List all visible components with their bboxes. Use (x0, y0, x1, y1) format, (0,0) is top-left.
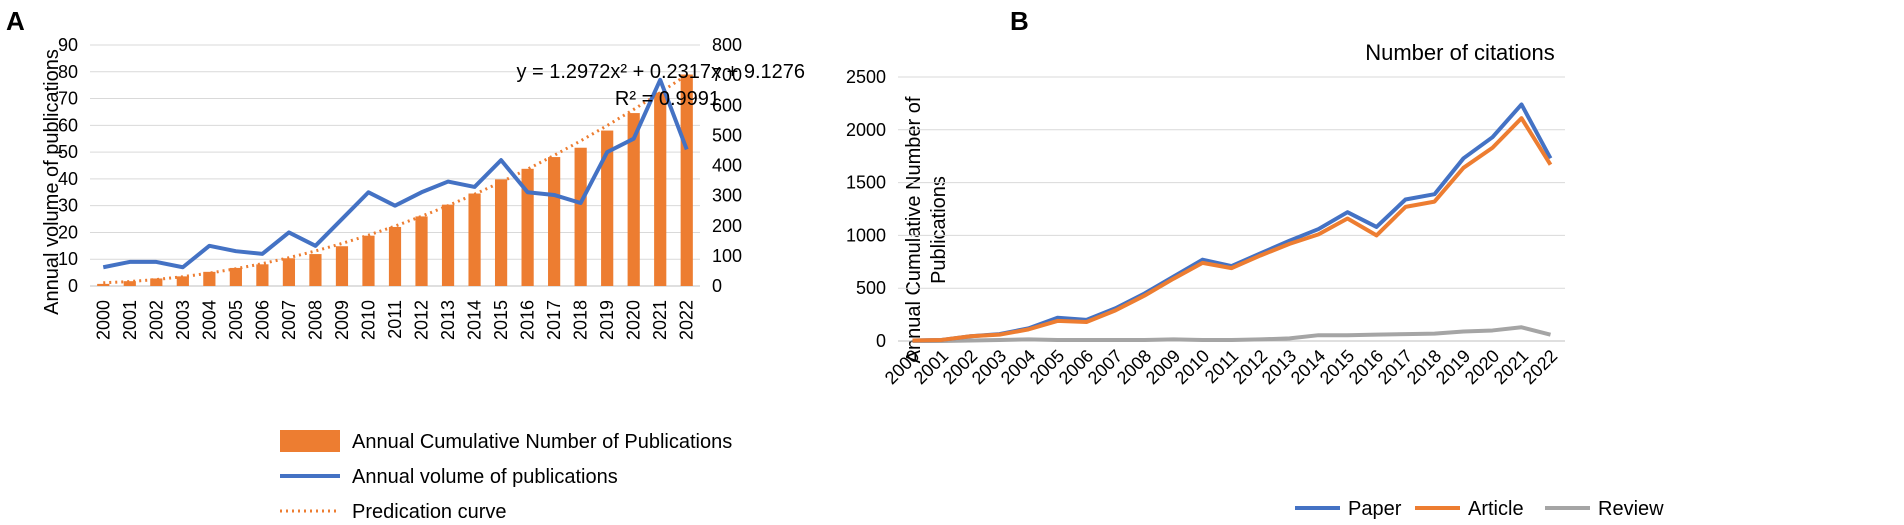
bar-cumulative (256, 264, 269, 286)
legend-label-prediction: Predication curve (352, 501, 507, 523)
x-tick: 2011 (385, 300, 405, 339)
y-tick: 2000 (846, 120, 886, 140)
x-tick: 2010 (358, 300, 378, 340)
y-tick-left: 90 (58, 35, 78, 55)
y-tick-right: 500 (712, 125, 742, 145)
legend-label-annual: Annual volume of publications (352, 466, 618, 488)
bar-cumulative (627, 113, 640, 287)
trend-equation: y = 1.2972x² + 0.2317x + 9.1276 (516, 61, 805, 83)
bar-cumulative (494, 179, 508, 286)
bar-cumulative (150, 278, 163, 286)
chart-a: A 0 10 20 30 40 50 60 70 80 90 0 100 200 300 400 500 60… (6, 6, 950, 523)
bar-cumulative (97, 283, 110, 286)
x-tick: 2016 (518, 300, 538, 340)
x-tick: 2022 (1519, 346, 1561, 388)
chart-title-b: Number of citations (1365, 40, 1555, 65)
bar-cumulative (335, 246, 349, 286)
y-tick-right: 200 (712, 216, 742, 236)
x-tick: 2003 (173, 300, 193, 340)
r-squared: R² = 0.9991 (615, 88, 720, 110)
x-tick: 2017 (544, 300, 564, 340)
legend-label-article: Article (1468, 498, 1524, 520)
chart-b: B Number of citations 0 500 1000 1500 2000 25… (846, 6, 1664, 520)
line-paper (912, 102, 1553, 343)
x-tick: 2001 (120, 300, 140, 340)
bar-cumulative (388, 226, 402, 286)
y-tick-left: 30 (58, 196, 78, 216)
x-tick: 2014 (465, 300, 485, 340)
y-tick: 0 (876, 331, 886, 351)
bar-cumulative (203, 271, 216, 286)
y-tick-left: 60 (58, 115, 78, 135)
bar-cumulative (468, 193, 481, 286)
bar-cumulative (309, 254, 322, 286)
line-article (912, 116, 1553, 343)
x-tick: 2021 (650, 300, 670, 340)
bar-cumulative (415, 216, 428, 286)
bar-cumulative (123, 281, 136, 286)
y-tick-left: 70 (58, 89, 78, 109)
line-annual-volume (102, 77, 689, 270)
bar-cumulative (654, 92, 667, 286)
bar-cumulative (362, 235, 375, 286)
bar-cumulative (441, 204, 455, 286)
y-tick: 1000 (846, 225, 886, 245)
bar-cumulative (229, 267, 242, 286)
x-tick: 2019 (597, 300, 617, 340)
x-tick: 2005 (226, 300, 246, 340)
x-tick: 2000 (93, 300, 113, 340)
x-tick: 2013 (438, 300, 458, 340)
y-tick-left: 80 (58, 62, 78, 82)
y-tick-right: 300 (712, 186, 742, 206)
x-tick: 2018 (571, 300, 591, 340)
y-tick-right: 600 (712, 95, 742, 115)
x-tick: 2012 (412, 300, 432, 340)
x-tick: 2020 (624, 300, 644, 340)
y-tick-right: 700 (712, 65, 742, 85)
y-tick-right: 0 (712, 276, 722, 296)
y-tick: 2500 (846, 67, 886, 87)
legend-swatch-cumulative (280, 430, 340, 452)
x-tick: 2008 (305, 300, 325, 340)
y-tick-left: 0 (68, 276, 78, 296)
y-tick-left: 10 (58, 249, 78, 269)
bar-cumulative (521, 168, 534, 286)
x-tick: 2015 (491, 300, 511, 340)
y-tick: 500 (856, 278, 886, 298)
legend-a: Annual Cumulative Number of Publications… (280, 430, 732, 523)
x-tick: 2004 (199, 300, 219, 340)
legend-label-review: Review (1598, 498, 1664, 520)
x-tick: 2007 (279, 300, 299, 340)
legend-label-cumulative: Annual Cumulative Number of Publications (352, 431, 732, 453)
line-review (912, 325, 1551, 343)
legend-b: Paper Article Review (1295, 498, 1664, 520)
bar-cumulative (601, 130, 614, 286)
y-axis-left-label: Annual volume of publications (41, 49, 63, 315)
trend-line-prediction (103, 73, 688, 285)
bar-cumulative (574, 147, 587, 286)
bar-cumulative (176, 276, 189, 286)
y-axis-right-label-line2: Publications (928, 176, 950, 284)
panel-label-b: B (1010, 6, 1029, 36)
legend-label-paper: Paper (1348, 498, 1402, 520)
y-tick-right: 400 (712, 156, 742, 176)
x-tick: 2022 (677, 300, 697, 340)
panel-label-a: A (6, 6, 25, 36)
bar-cumulative (680, 74, 693, 287)
y-tick-left: 40 (58, 169, 78, 189)
x-tick: 2006 (252, 300, 272, 340)
y-tick-left: 20 (58, 222, 78, 242)
y-tick-left: 50 (58, 142, 78, 162)
y-tick: 1500 (846, 173, 886, 193)
x-tick: 2009 (332, 300, 352, 340)
bar-cumulative (282, 258, 296, 286)
x-tick: 2002 (146, 300, 166, 340)
y-tick-right: 100 (712, 246, 742, 266)
y-tick-right: 800 (712, 35, 742, 55)
y-axis-right-label-line1: Annual Cumulative Number of (903, 96, 925, 363)
bar-cumulative (548, 157, 561, 286)
